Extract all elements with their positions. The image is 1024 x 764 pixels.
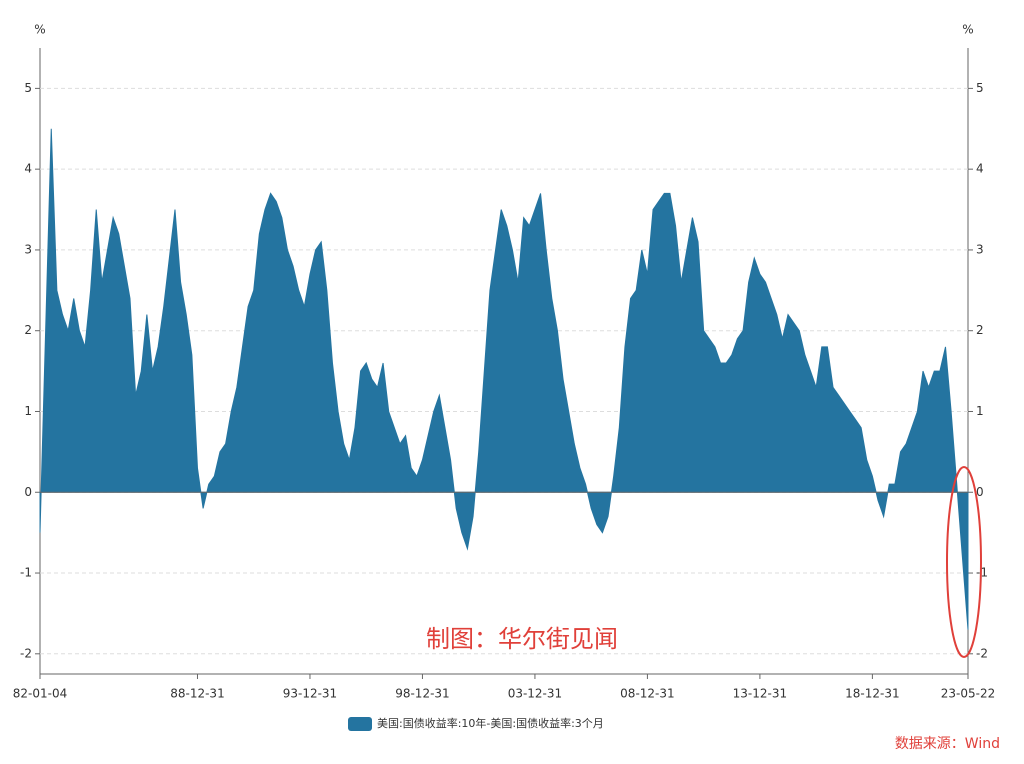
y2-tick-label: 0	[976, 485, 984, 499]
y-unit: %	[34, 23, 45, 37]
x-tick-label: 88-12-31	[170, 687, 224, 701]
x-tick-label: 08-12-31	[620, 687, 674, 701]
y2-tick-label: 5	[976, 81, 984, 95]
y2-tick-label: -1	[976, 566, 988, 580]
y-tick-label: -2	[20, 646, 32, 660]
y2-tick-label: 2	[976, 323, 984, 337]
y-tick-label: 3	[24, 242, 32, 256]
y-tick-label: 4	[24, 162, 32, 176]
highlight-ellipse	[946, 466, 982, 658]
x-tick-label: 98-12-31	[395, 687, 449, 701]
x-tick-label: 23-05-22	[941, 687, 995, 701]
y2-tick-label: 1	[976, 404, 984, 418]
legend-swatch	[348, 717, 372, 731]
area	[39, 128, 969, 630]
x-tick-label: 13-12-31	[733, 687, 787, 701]
x-tick-label: 18-12-31	[845, 687, 899, 701]
y2-unit: %	[962, 23, 973, 37]
source: 数据来源：Wind	[895, 736, 1000, 752]
y-tick-label: 5	[24, 81, 32, 95]
x-tick-label: 82-01-04	[13, 687, 67, 701]
legend-label: 美国:国债收益率:10年-美国:国债收益率:3个月	[377, 716, 604, 730]
x-tick-label: 03-12-31	[508, 687, 562, 701]
y-tick-label: 2	[24, 323, 32, 337]
y-tick-label: 0	[24, 485, 32, 499]
y2-tick-label: -2	[976, 646, 988, 660]
y-tick-label: 1	[24, 404, 32, 418]
x-tick-label: 93-12-31	[283, 687, 337, 701]
y-tick-label: -1	[20, 566, 32, 580]
watermark: 制图：华尔街见闻	[426, 625, 618, 653]
y2-tick-label: 4	[976, 162, 984, 176]
y2-tick-label: 3	[976, 242, 984, 256]
